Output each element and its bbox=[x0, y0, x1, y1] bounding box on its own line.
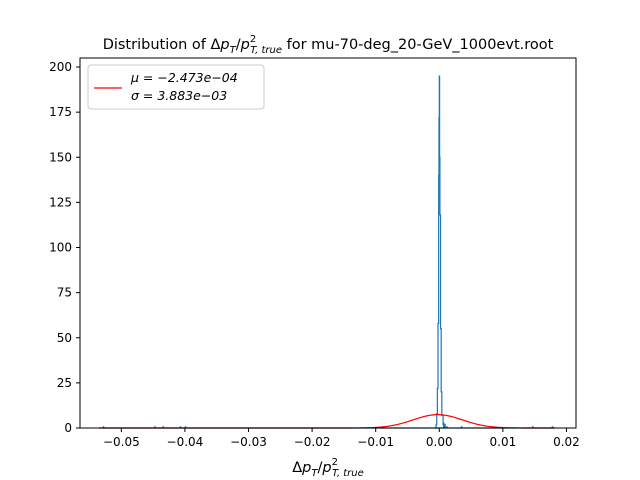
y-tick-label: 25 bbox=[57, 376, 72, 390]
axes-frame bbox=[79, 57, 577, 429]
y-tick-label: 50 bbox=[57, 331, 72, 345]
y-tick-label: 200 bbox=[49, 60, 72, 74]
legend-sigma-label: σ = 3.883e−03 bbox=[131, 88, 227, 103]
x-tick-label: 0.02 bbox=[553, 435, 580, 449]
legend-mu-label: μ = −2.473e−04 bbox=[130, 70, 238, 85]
legend: μ = −2.473e−04 σ = 3.883e−03 bbox=[87, 64, 265, 110]
x-tick-label: −0.01 bbox=[357, 435, 394, 449]
y-tick-label: 100 bbox=[49, 241, 72, 255]
legend-box bbox=[87, 64, 265, 110]
x-axis-label: ΔpT/p2 T, true bbox=[292, 457, 364, 479]
y-tick-label: 0 bbox=[64, 421, 72, 435]
x-axis-ticks: −0.05 −0.04 −0.03 −0.02 −0.01 0.00 0.01 0.02 bbox=[103, 428, 580, 449]
y-tick-label: 150 bbox=[49, 150, 72, 164]
x-tick-label: −0.03 bbox=[230, 435, 267, 449]
plot-area: −0.05 −0.04 −0.03 −0.02 −0.01 0.00 0.01 0.02 0 2… bbox=[49, 57, 580, 449]
y-axis-ticks: 0 25 50 75 100 125 150 175 200 bbox=[49, 60, 80, 435]
x-tick-label: 0.00 bbox=[426, 435, 453, 449]
x-tick-label: 0.01 bbox=[490, 435, 517, 449]
y-tick-label: 125 bbox=[49, 195, 72, 209]
x-tick-label: −0.04 bbox=[167, 435, 204, 449]
y-tick-label: 75 bbox=[57, 286, 72, 300]
y-tick-label: 175 bbox=[49, 105, 72, 119]
x-tick-label: −0.05 bbox=[103, 435, 140, 449]
x-tick-label: −0.02 bbox=[294, 435, 331, 449]
histogram-peak bbox=[434, 75, 446, 429]
chart-title: Distribution of ΔpT/p2 T, true for mu-70-… bbox=[103, 34, 554, 56]
